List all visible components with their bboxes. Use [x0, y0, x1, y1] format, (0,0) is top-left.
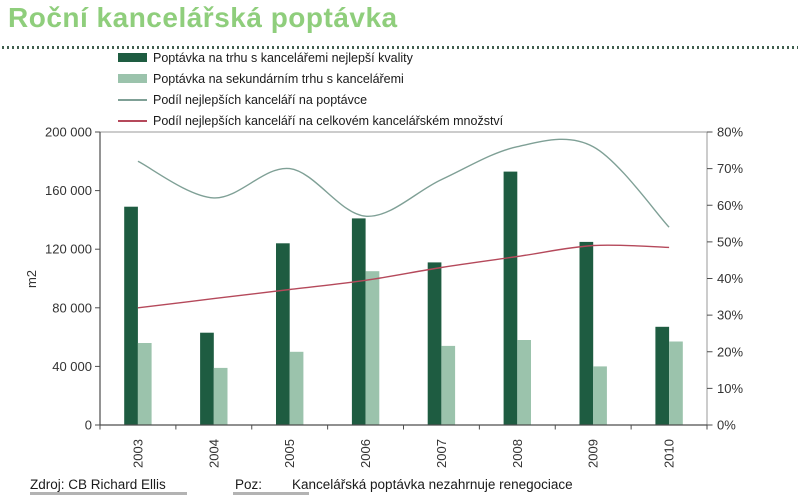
page-title: Roční kancelářská poptávka — [8, 2, 398, 33]
legend-label: Podíl nejlepších kanceláří na celkovém k… — [153, 113, 504, 128]
x-axis-category-label: 2010 — [662, 439, 677, 468]
prime-demand-bar — [124, 206, 138, 425]
secondary-demand-bar — [137, 343, 152, 425]
demand-share-line — [137, 138, 670, 228]
left-axis-tick-label: 160 000 — [45, 183, 92, 198]
secondary-demand-bar — [517, 340, 531, 425]
left-axis-tick-label: 80 000 — [52, 300, 92, 315]
secondary-demand-bar — [441, 345, 456, 425]
secondary-demand-bar — [213, 367, 228, 425]
footer-underline — [233, 492, 309, 495]
x-axis-category-label: 2007 — [434, 439, 449, 468]
right-axis-tick-label: 60% — [717, 198, 743, 213]
right-axis-tick-label: 20% — [717, 344, 743, 359]
legend-item-secondary-demand: Poptávka na sekundárním trhu s kanceláře… — [118, 71, 503, 86]
right-axis-tick-label: 30% — [717, 308, 743, 323]
secondary-demand-bar — [365, 271, 380, 425]
stock-share-line — [137, 244, 670, 309]
x-axis-category-label: 2005 — [282, 439, 297, 468]
legend-swatch-secondary-bar — [118, 74, 147, 83]
secondary-demand-bar — [289, 351, 304, 426]
prime-demand-bar — [276, 243, 290, 425]
legend-item-stock-share: Podíl nejlepších kanceláří na celkovém k… — [118, 113, 504, 128]
right-axis-tick-label: 0% — [717, 418, 736, 433]
x-axis-category-label: 2008 — [510, 439, 525, 468]
x-axis-category-label: 2009 — [586, 439, 601, 468]
left-axis-tick-label: 200 000 — [45, 125, 92, 140]
legend-label: Poptávka na trhu s kancelářemi nejlepší … — [153, 50, 413, 65]
legend-label: Poptávka na sekundárním trhu s kanceláře… — [153, 71, 404, 86]
legend-item-prime-demand: Poptávka na trhu s kancelářemi nejlepší … — [118, 50, 503, 65]
legend-swatch-stock-share-line — [118, 119, 147, 122]
dotted-divider — [2, 46, 798, 49]
legend-swatch-prime-bar — [118, 53, 147, 62]
legend-label: Podíl nejlepších kanceláří na poptávce — [153, 92, 368, 107]
prime-demand-bar — [427, 262, 442, 425]
x-axis-category-label: 2006 — [358, 439, 373, 468]
secondary-demand-bar — [669, 341, 683, 425]
right-axis-tick-label: 80% — [717, 125, 743, 140]
right-axis-tick-label: 10% — [717, 381, 743, 396]
right-axis-tick-label: 50% — [717, 234, 743, 249]
prime-demand-bar — [579, 241, 594, 425]
prime-demand-bar — [351, 218, 366, 425]
footer-underline — [30, 492, 187, 495]
prime-demand-bar — [503, 171, 518, 425]
legend-item-demand-share: Podíl nejlepších kanceláří na poptávce — [118, 92, 503, 107]
x-axis-category-label: 2004 — [206, 439, 221, 468]
prime-demand-bar — [655, 326, 670, 425]
right-axis-tick-label: 70% — [717, 161, 743, 176]
left-axis-tick-label: 120 000 — [45, 242, 92, 257]
source-credit: Zdroj: CB Richard Ellis — [30, 477, 166, 492]
chart-legend: Poptávka na trhu s kancelářemi nejlepší … — [118, 51, 503, 135]
legend-swatch-demand-share-line — [118, 98, 147, 101]
x-axis-category-label: 2003 — [130, 439, 145, 468]
secondary-demand-bar — [593, 366, 607, 425]
left-axis-tick-label: 40 000 — [52, 359, 92, 374]
left-axis-title: m2 — [24, 270, 39, 288]
note-label: Poz: — [235, 477, 263, 492]
right-axis-tick-label: 40% — [717, 271, 743, 286]
left-axis-tick-label: 0 — [85, 418, 92, 433]
note-text: Kancelářská poptávka nezahrnuje renegoci… — [292, 477, 573, 492]
plot-area — [99, 131, 708, 426]
prime-demand-bar — [200, 332, 214, 425]
